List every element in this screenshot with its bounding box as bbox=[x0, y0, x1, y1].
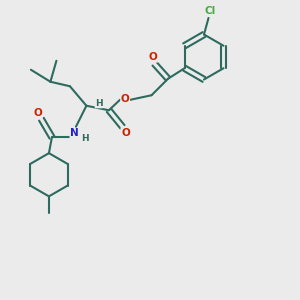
Text: H: H bbox=[81, 134, 89, 142]
Text: O: O bbox=[121, 128, 130, 138]
Text: O: O bbox=[33, 108, 42, 118]
Text: O: O bbox=[121, 94, 130, 104]
Text: H: H bbox=[95, 99, 103, 108]
Text: N: N bbox=[70, 128, 79, 138]
Text: Cl: Cl bbox=[204, 6, 216, 16]
Text: O: O bbox=[148, 52, 158, 62]
